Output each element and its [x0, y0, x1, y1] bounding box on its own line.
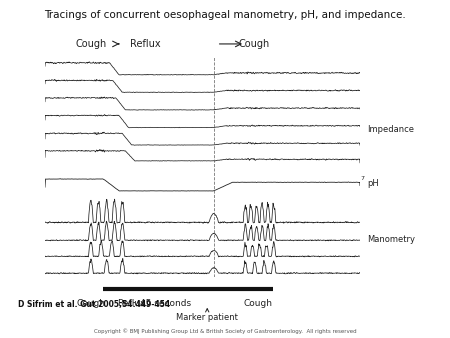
- Text: Cough: Cough: [76, 299, 105, 308]
- Text: GUT: GUT: [366, 300, 417, 320]
- Text: D Sifrim et al. Gut 2005;54:449-454: D Sifrim et al. Gut 2005;54:449-454: [18, 299, 170, 308]
- Text: Marker patient: Marker patient: [176, 309, 238, 322]
- Text: 7: 7: [360, 176, 365, 181]
- Text: Reflux: Reflux: [130, 39, 161, 49]
- Text: Manometry: Manometry: [367, 235, 415, 244]
- Text: Tracings of concurrent oesophageal manometry, pH, and impedance.: Tracings of concurrent oesophageal manom…: [44, 10, 406, 20]
- Text: 45 seconds: 45 seconds: [140, 299, 192, 308]
- Text: Cough: Cough: [239, 39, 270, 49]
- Text: Copyright © BMJ Publishing Group Ltd & British Society of Gastroenterology.  All: Copyright © BMJ Publishing Group Ltd & B…: [94, 328, 356, 334]
- Text: Reflux: Reflux: [117, 299, 146, 308]
- Text: Cough: Cough: [75, 39, 106, 49]
- Text: Cough: Cough: [243, 299, 272, 308]
- Text: pH: pH: [367, 179, 378, 188]
- Text: Impedance: Impedance: [367, 125, 414, 135]
